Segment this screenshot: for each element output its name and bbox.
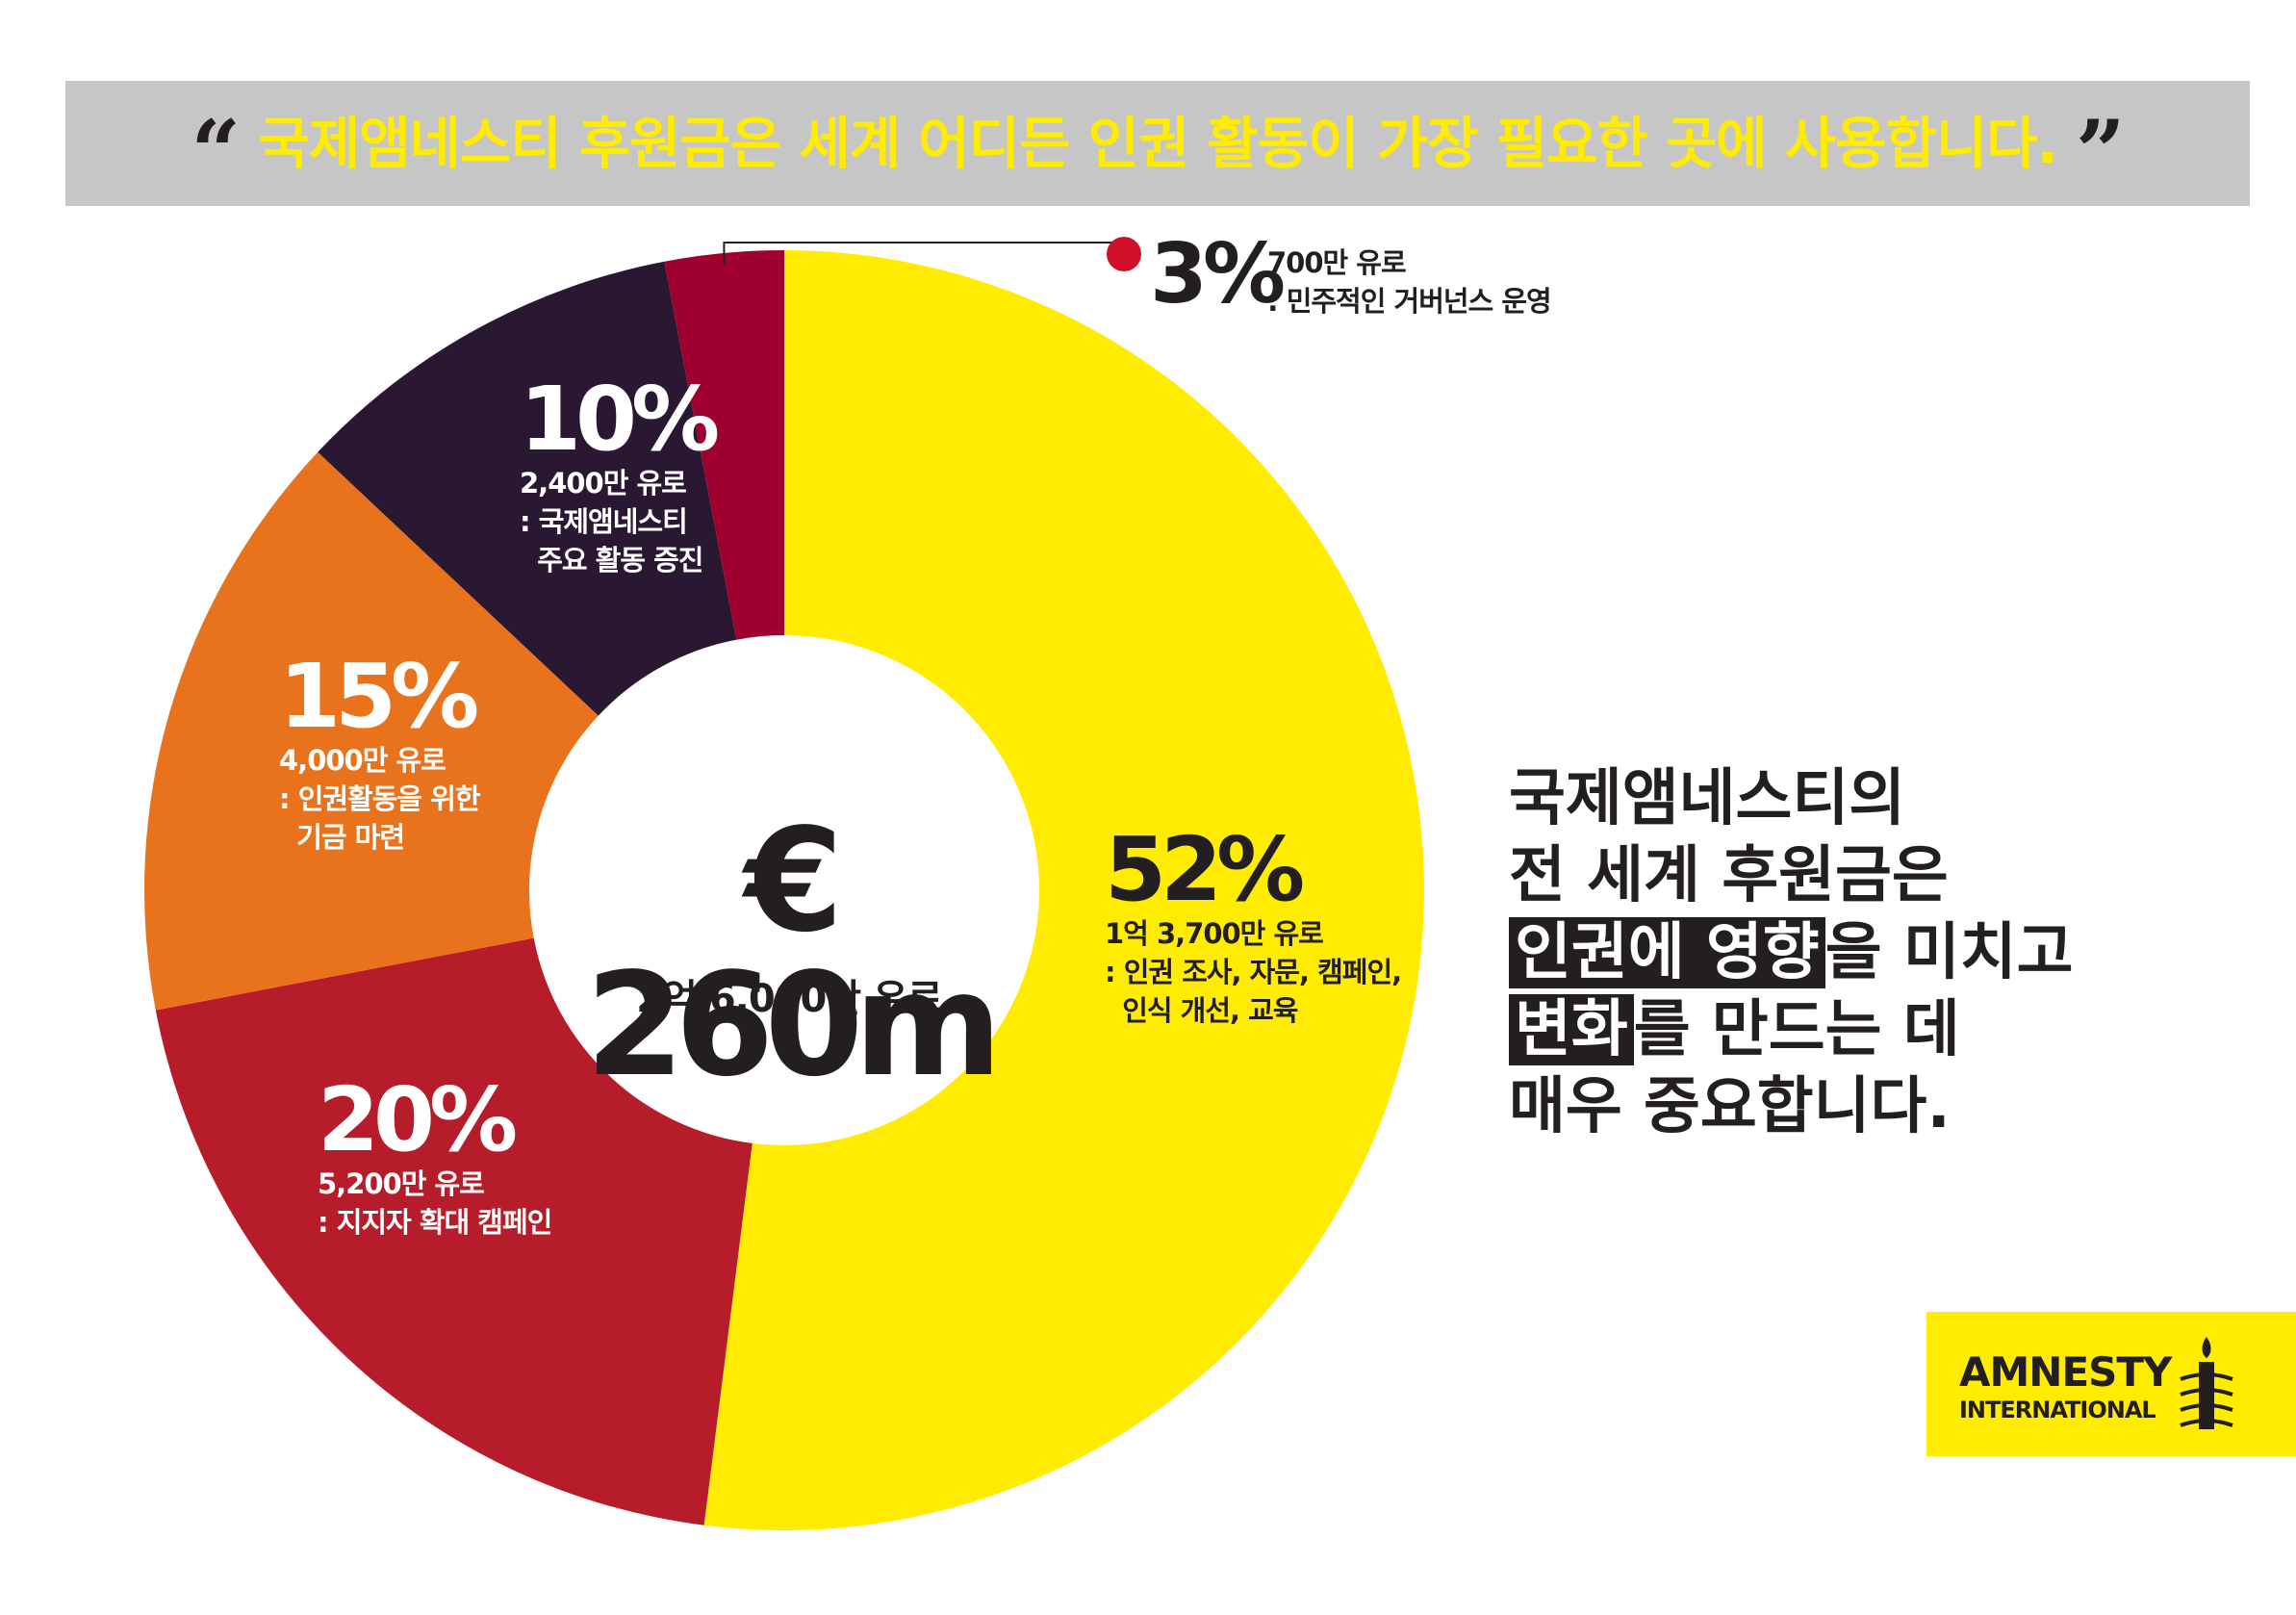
total-amount: € 260m bbox=[585, 798, 1002, 1108]
message-line: 인권에 영향을 미치고 bbox=[1509, 914, 2074, 991]
amnesty-logo: AMNESTY INTERNATIONAL bbox=[1926, 1312, 2296, 1456]
message-line: 매우 중요합니다. bbox=[1509, 1071, 1951, 1142]
donut-slice-15 bbox=[144, 451, 599, 1011]
logo-line2: INTERNATIONAL bbox=[1959, 1397, 2156, 1423]
close-quote: ” bbox=[2075, 101, 2126, 203]
slice-amount: 700만 유로 bbox=[1267, 246, 1407, 279]
message-block: 국제앰네스티의 전 세계 후원금은 인권에 영향을 미치고 변화를 만드는 데 … bbox=[1509, 760, 2074, 1145]
total-amount-korean: 2억 6,000만 유로 bbox=[636, 977, 942, 1021]
slice-label-10: 10% 2,400만 유로 : 국제앰네스티 주요 활동 증진 bbox=[520, 368, 720, 579]
donut-slice-3 bbox=[664, 250, 784, 640]
slice-amount: 1억 3,700만 유로 bbox=[1105, 917, 1324, 950]
headline: “ 국제앰네스티 후원금은 세계 어디든 인권 활동이 가장 필요한 곳에 사용… bbox=[65, 81, 2250, 206]
candle-barbed-wire-icon bbox=[2180, 1337, 2233, 1429]
callout-dot bbox=[1107, 237, 1141, 271]
slice-desc: : 국제앰네스티 주요 활동 증진 bbox=[520, 505, 703, 577]
slice-desc: : 인권 조사, 자문, 캠페인, 인식 개선, 교육 bbox=[1105, 956, 1402, 1027]
message-text: 을 미치고 bbox=[1824, 917, 2074, 988]
slice-amount: 4,000만 유로 bbox=[279, 744, 446, 777]
slice-pct: 52% bbox=[1105, 818, 1305, 921]
highlight: 변화 bbox=[1509, 994, 1634, 1065]
slice-amount: 2,400만 유로 bbox=[520, 467, 687, 500]
slice-label-15: 15% 4,000만 유로 : 인권활동을 위한 기금 마련 bbox=[279, 645, 481, 857]
message-line: 변화를 만드는 데 bbox=[1509, 991, 2074, 1068]
slice-pct: 3% bbox=[1150, 226, 1286, 322]
slice-pct: 10% bbox=[520, 368, 720, 471]
slice-desc: : 지지자 확대 캠페인 bbox=[318, 1206, 552, 1239]
slice-pct: 15% bbox=[279, 645, 479, 748]
donut-slice-20 bbox=[155, 937, 753, 1525]
slice-desc: : 인권활동을 위한 기금 마련 bbox=[279, 782, 481, 854]
donut-slice-10 bbox=[318, 261, 737, 716]
message-line: 전 세계 후원금은 bbox=[1509, 840, 1949, 911]
slice-desc: : 민주적인 거버넌스 운영 bbox=[1267, 285, 1552, 318]
callout-leader-line bbox=[723, 242, 1124, 265]
slice-pct: 20% bbox=[318, 1068, 518, 1171]
slice-amount: 5,200만 유로 bbox=[318, 1167, 485, 1200]
highlight: 인권에 영향 bbox=[1509, 917, 1825, 988]
slice-label-20: 20% 5,200만 유로 : 지지자 확대 캠페인 bbox=[318, 1068, 552, 1242]
donut-slice-52 bbox=[703, 250, 1424, 1530]
headline-banner: “ 국제앰네스티 후원금은 세계 어디든 인권 활동이 가장 필요한 곳에 사용… bbox=[65, 81, 2250, 206]
logo-line1: AMNESTY bbox=[1959, 1348, 2172, 1396]
message-text: 를 만드는 데 bbox=[1633, 994, 1960, 1065]
message-line: 국제앰네스티의 bbox=[1509, 763, 1906, 834]
headline-text: 국제앰네스티 후원금은 세계 어디든 인권 활동이 가장 필요한 곳에 사용합니… bbox=[258, 111, 2057, 176]
open-quote: “ bbox=[191, 101, 241, 203]
slice-label-52: 52% 1억 3,700만 유로 : 인권 조사, 자문, 캠페인, 인식 개선… bbox=[1105, 818, 1402, 1030]
